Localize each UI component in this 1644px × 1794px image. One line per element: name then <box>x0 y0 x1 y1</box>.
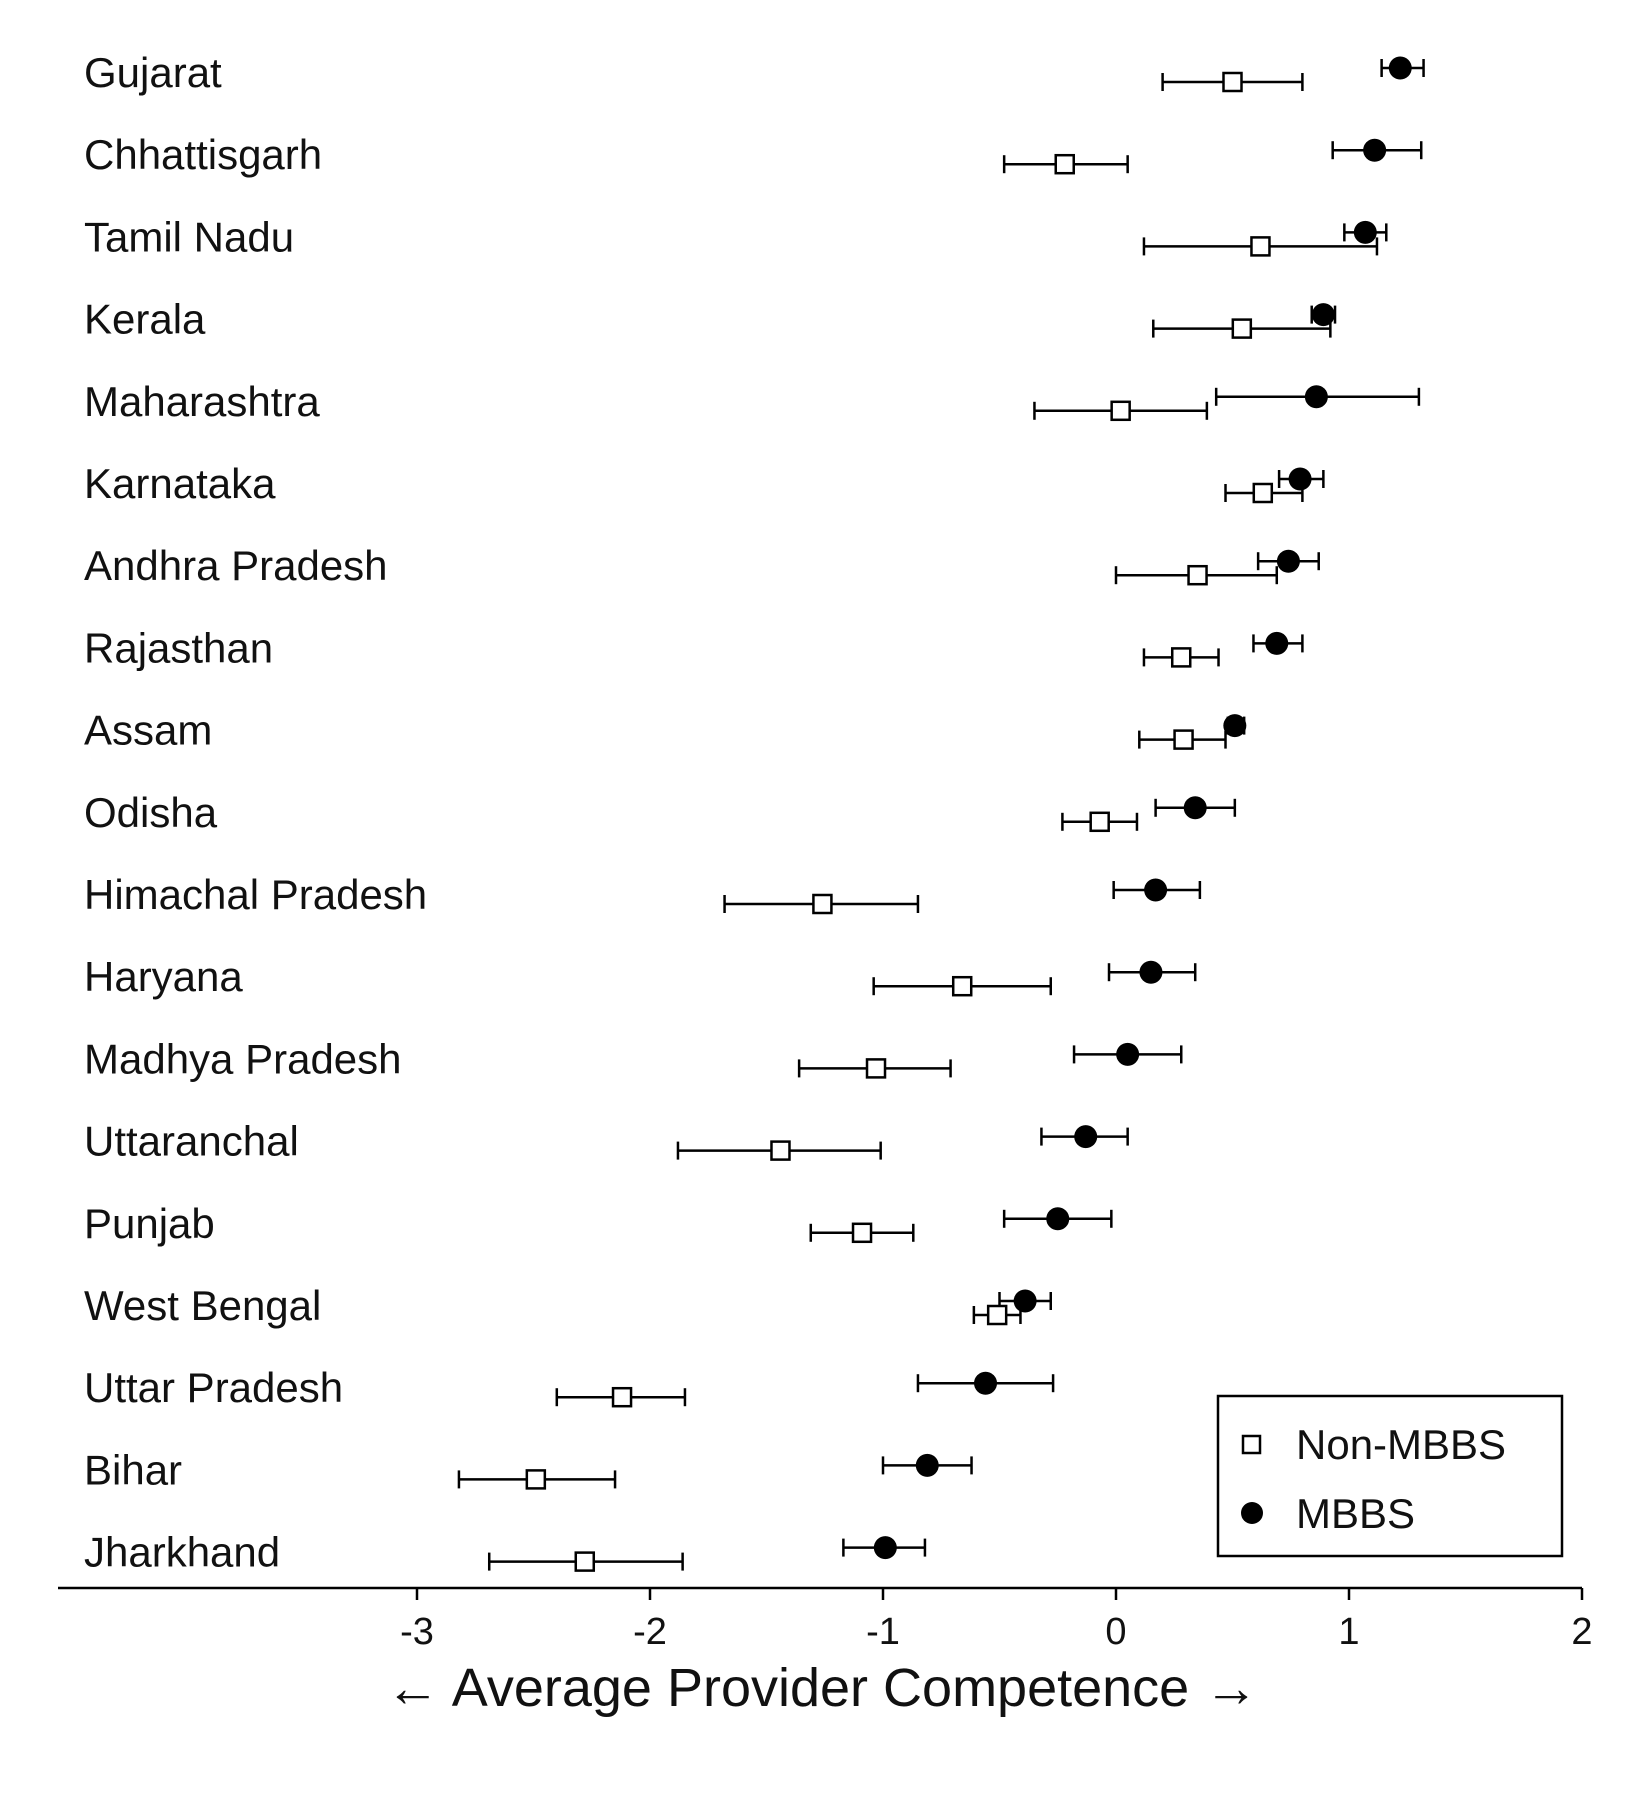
point-mbbs-kerala <box>1311 303 1335 327</box>
point-mbbs-jharkhand <box>873 1536 897 1560</box>
category-label-kerala: Kerala <box>84 296 206 343</box>
confidence-intervals <box>457 59 1425 1571</box>
point-non-mbbs-haryana <box>951 975 973 997</box>
point-non-mbbs-madhya-pradesh <box>865 1058 887 1079</box>
point-non-mbbs-karnataka <box>1252 482 1274 504</box>
x-tick-label: -2 <box>633 1611 667 1653</box>
point-mbbs-himachal-pradesh <box>1144 878 1168 902</box>
point-mbbs-chhattisgarh <box>1363 138 1387 162</box>
legend-label-mbbs: MBBS <box>1296 1490 1415 1537</box>
point-non-mbbs-andhra-pradesh <box>1187 564 1208 586</box>
point-mbbs-andhra-pradesh <box>1276 549 1300 573</box>
state-labels: Gujarat Chhattisgarh Tamil Nadu Kerala Mahar… <box>84 49 427 1576</box>
x-tick-label: 0 <box>1105 1611 1126 1653</box>
point-mbbs-bihar <box>915 1453 939 1477</box>
point-mbbs-uttar-pradesh <box>974 1371 998 1395</box>
legend-label-non-mbbs: Non-MBBS <box>1296 1421 1506 1468</box>
point-non-mbbs-punjab <box>851 1222 873 1244</box>
category-label-assam: Assam <box>84 707 212 754</box>
category-label-bihar: Bihar <box>84 1446 182 1493</box>
point-non-mbbs-gujarat <box>1222 71 1243 93</box>
point-non-mbbs-odisha <box>1089 811 1110 833</box>
point-non-mbbs-bihar <box>525 1469 547 1490</box>
point-non-mbbs-uttar-pradesh <box>611 1386 633 1408</box>
point-non-mbbs-west-bengal <box>986 1304 1008 1326</box>
category-label-odisha: Odisha <box>84 789 218 836</box>
category-label-chhattisgarh: Chhattisgarh <box>84 131 322 178</box>
point-mbbs-uttaranchal <box>1074 1125 1098 1149</box>
point-mbbs-tamil-nadu <box>1353 220 1377 244</box>
category-label-andhra-pradesh: Andhra Pradesh <box>84 542 388 589</box>
point-mbbs-haryana <box>1139 960 1163 984</box>
point-non-mbbs-himachal-pradesh <box>812 893 833 915</box>
legend-marker-non-mbbs <box>1241 1434 1262 1455</box>
category-label-rajasthan: Rajasthan <box>84 624 273 671</box>
x-tick-label: -1 <box>866 1611 900 1653</box>
point-mbbs-assam <box>1223 714 1247 738</box>
legend-marker-mbbs <box>1241 1502 1263 1524</box>
point-mbbs-rajasthan <box>1265 631 1289 655</box>
point-non-mbbs-jharkhand <box>574 1551 596 1572</box>
point-mbbs-madhya-pradesh <box>1116 1042 1140 1066</box>
category-label-west-bengal: West Bengal <box>84 1282 321 1329</box>
x-tick-label: 2 <box>1571 1611 1592 1653</box>
category-label-gujarat: Gujarat <box>84 49 222 96</box>
legend-box <box>1216 1394 1564 1558</box>
point-mbbs-punjab <box>1046 1207 1070 1231</box>
data-points <box>525 56 1412 1572</box>
category-label-himachal-pradesh: Himachal Pradesh <box>84 871 427 918</box>
category-label-uttar-pradesh: Uttar Pradesh <box>84 1364 343 1411</box>
category-label-madhya-pradesh: Madhya Pradesh <box>84 1035 402 1082</box>
point-non-mbbs-uttaranchal <box>770 1140 791 1161</box>
point-mbbs-karnataka <box>1288 467 1312 491</box>
category-label-haryana: Haryana <box>84 953 243 1000</box>
x-axis: -3 -2 -1 0 1 2 <box>58 1586 1593 1653</box>
category-label-tamil-nadu: Tamil Nadu <box>84 213 294 260</box>
category-label-uttaranchal: Uttaranchal <box>84 1118 299 1165</box>
point-non-mbbs-kerala <box>1231 318 1253 339</box>
x-tick-label: 1 <box>1338 1611 1359 1653</box>
point-non-mbbs-tamil-nadu <box>1250 236 1271 257</box>
legend: Non-MBBS MBBS <box>1216 1394 1564 1558</box>
point-mbbs-maharashtra <box>1304 385 1328 409</box>
point-mbbs-odisha <box>1183 796 1207 820</box>
point-non-mbbs-assam <box>1173 729 1194 750</box>
x-tick-label: -3 <box>400 1611 434 1653</box>
x-axis-title: ← Average Provider Competence → <box>386 1658 1258 1718</box>
category-label-maharashtra: Maharashtra <box>84 378 320 425</box>
point-non-mbbs-maharashtra <box>1110 400 1131 422</box>
point-non-mbbs-chhattisgarh <box>1054 153 1075 175</box>
category-label-karnataka: Karnataka <box>84 460 276 507</box>
category-label-jharkhand: Jharkhand <box>84 1529 280 1576</box>
category-label-punjab: Punjab <box>84 1200 215 1247</box>
point-non-mbbs-rajasthan <box>1170 647 1192 668</box>
point-mbbs-west-bengal <box>1013 1289 1037 1313</box>
point-mbbs-gujarat <box>1388 56 1412 80</box>
